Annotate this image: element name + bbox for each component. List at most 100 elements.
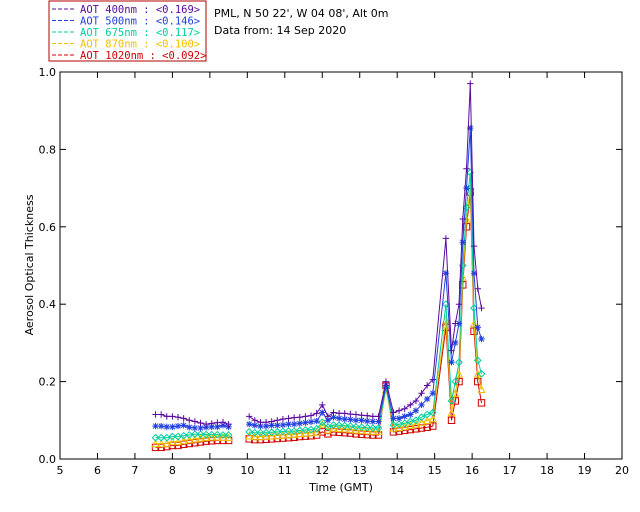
data-point [168, 432, 177, 441]
data-point [429, 376, 436, 383]
data-point [358, 412, 365, 419]
data-point [363, 423, 372, 432]
data-point [190, 434, 199, 443]
data-point [375, 418, 382, 425]
legend-entry: AOT 400nm : <0.169> [52, 4, 200, 16]
data-point [474, 324, 481, 331]
data-point [364, 412, 371, 419]
data-point [251, 422, 259, 429]
data-point [428, 414, 437, 423]
data-point [323, 423, 332, 432]
data-point [202, 433, 211, 442]
data-point [382, 383, 390, 392]
data-point [401, 413, 408, 420]
data-point [179, 436, 188, 445]
data-point [250, 428, 259, 437]
data-point [262, 419, 270, 426]
data-point [174, 414, 182, 421]
series-1 [152, 80, 485, 428]
data-point [368, 424, 377, 432]
data-point [180, 422, 187, 429]
site-info-date: Data from: 14 Sep 2020 [214, 24, 346, 37]
data-point [452, 320, 459, 327]
data-point [307, 412, 315, 419]
y-tick-label: 0.2 [39, 376, 57, 389]
data-point [364, 417, 371, 425]
data-point [467, 80, 474, 87]
data-point [455, 369, 464, 378]
legend-entry: AOT 1020nm : <0.092> [52, 50, 206, 62]
data-point [214, 419, 221, 426]
data-point [447, 408, 456, 417]
data-point [324, 417, 332, 424]
data-point [208, 423, 215, 431]
data-point [478, 335, 485, 343]
data-point [363, 426, 372, 435]
data-point [163, 413, 170, 420]
data-point [312, 424, 321, 433]
data-point [163, 423, 170, 431]
data-point [400, 422, 409, 431]
data-point [191, 424, 199, 432]
data-point [267, 428, 276, 437]
data-point [307, 418, 315, 426]
data-point [174, 441, 182, 450]
x-tick-label: 12 [315, 464, 329, 477]
y-tick-label: 1.0 [39, 66, 57, 79]
data-point [423, 415, 432, 424]
data-point [335, 415, 343, 422]
data-point [157, 443, 165, 452]
data-point [285, 420, 292, 428]
data-point [202, 430, 211, 439]
data-point [477, 399, 486, 407]
data-point [319, 401, 326, 409]
data-point [313, 410, 320, 417]
data-point [477, 385, 486, 394]
data-point [357, 426, 366, 435]
data-point [417, 424, 426, 432]
data-point [395, 407, 403, 414]
data-point [214, 423, 221, 431]
series-3 [151, 168, 486, 442]
data-point [302, 419, 309, 426]
data-point [257, 419, 264, 426]
x-tick-label: 8 [169, 464, 176, 477]
y-axis-label: Aerosol Optical Thickness [23, 194, 36, 335]
legend-entry: AOT 870nm : <0.100> [52, 39, 200, 51]
data-point [186, 424, 193, 431]
legend-label: AOT 675nm : <0.117> [80, 27, 200, 39]
data-point [390, 409, 397, 416]
y-tick-label: 0.6 [39, 221, 57, 234]
data-point [174, 437, 183, 446]
data-point [313, 417, 320, 425]
data-point [318, 418, 327, 427]
x-tick-label: 15 [428, 464, 442, 477]
data-point [256, 432, 265, 441]
data-point [473, 356, 482, 365]
data-point [478, 304, 485, 312]
data-point [278, 430, 287, 439]
x-tick-label: 9 [206, 464, 213, 477]
data-point [418, 401, 425, 409]
data-point [411, 419, 420, 428]
data-point [157, 433, 166, 442]
data-point [307, 428, 316, 437]
data-point [213, 430, 222, 439]
series-line [155, 83, 482, 425]
data-point [407, 411, 414, 418]
data-point [274, 422, 281, 429]
data-point [279, 421, 287, 429]
axes: 5 6 7 8 9 10 11 12 13 14 15 16 17 18 19 20 0.0 0.2 0.4 0.6 0… [39, 66, 630, 477]
series-line [155, 128, 482, 429]
x-tick-label: 10 [240, 464, 254, 477]
data-point [352, 422, 360, 431]
data-point [262, 422, 270, 430]
data-point [169, 413, 176, 420]
data-point [368, 426, 377, 435]
data-point [268, 422, 275, 429]
data-point [340, 421, 349, 430]
series-line [155, 172, 482, 439]
data-point [451, 397, 459, 405]
data-point [462, 203, 471, 212]
